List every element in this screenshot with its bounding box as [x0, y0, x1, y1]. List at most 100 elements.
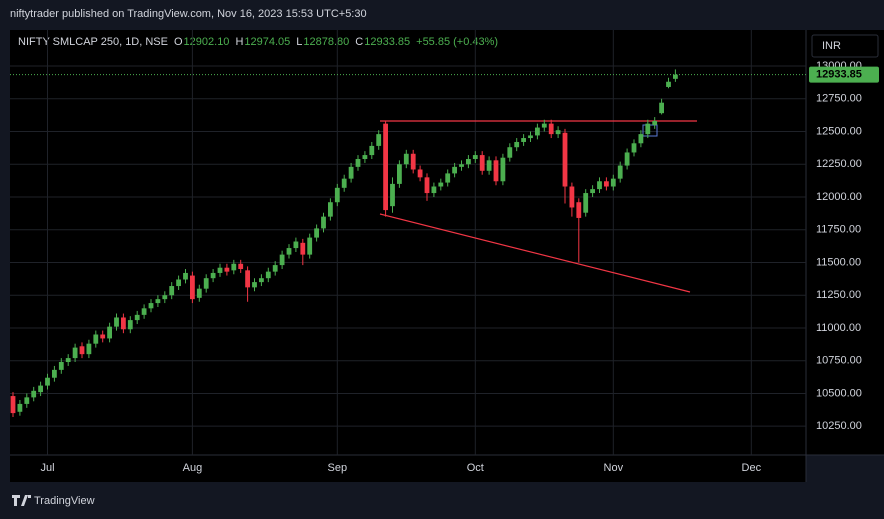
candle-body — [472, 155, 478, 160]
candle-body — [562, 132, 568, 187]
candle-body — [445, 173, 451, 183]
candle-body — [466, 159, 471, 165]
y-tick-label: 10750.00 — [816, 355, 862, 367]
candle-body — [286, 248, 292, 255]
candle-body — [590, 189, 595, 194]
candle-body — [65, 358, 71, 363]
candle-body — [183, 272, 188, 280]
ohlc-key: H — [235, 36, 243, 48]
overlay: 10250.00 10500.00 10750.00 11000.00 11250.00… — [10, 60, 879, 474]
candle-body — [507, 147, 513, 158]
candle-body — [265, 271, 271, 279]
candle-body — [17, 403, 23, 412]
publisher: niftytrader published on TradingView.com… — [10, 8, 367, 20]
x-tick-label: Jul — [40, 462, 54, 474]
ohlc-key: L — [296, 36, 302, 48]
candle-body — [486, 160, 492, 171]
candle-body — [431, 186, 437, 194]
candle-body — [390, 183, 395, 207]
candle-body — [355, 159, 361, 167]
candle-body — [576, 202, 582, 218]
y-tick-label: 10500.00 — [816, 387, 862, 399]
candle-body — [417, 169, 423, 178]
candle-body — [528, 135, 533, 139]
x-tick-label: Nov — [604, 462, 624, 474]
ohlc-key: O — [174, 36, 183, 48]
candle-body — [121, 317, 126, 330]
x-tick-label: Aug — [183, 462, 203, 474]
candle-body — [86, 343, 92, 355]
candle-body — [141, 308, 147, 315]
candle-body — [314, 228, 319, 238]
y-tick-label: 12750.00 — [816, 93, 862, 105]
candle-body — [410, 153, 416, 170]
ohlc-value: 12902.10 — [184, 36, 230, 48]
price-axis — [806, 30, 884, 455]
currency: INR — [822, 40, 841, 52]
candle-body — [10, 396, 16, 414]
logo-icon — [12, 495, 31, 506]
candle-body — [666, 81, 671, 87]
candle-body — [134, 314, 140, 321]
candle-body — [624, 152, 630, 166]
ohlc-value: 12878.80 — [303, 36, 349, 48]
candle-body — [541, 123, 547, 128]
ohlc-value: 12933.85 — [364, 36, 410, 48]
candle-body — [155, 299, 161, 304]
candle-body — [328, 202, 333, 217]
candle-body — [148, 303, 154, 309]
candle-body — [348, 166, 354, 179]
candle-body — [383, 123, 388, 211]
candle-body — [424, 177, 430, 194]
grid — [10, 30, 806, 455]
footer — [0, 482, 884, 519]
y-tick-label: 12250.00 — [816, 158, 862, 170]
plot-area — [10, 30, 806, 455]
candle-body — [617, 165, 623, 179]
candle-body — [245, 270, 250, 288]
candle-body — [514, 141, 520, 148]
candle-body — [217, 267, 223, 273]
candle-body — [438, 182, 444, 187]
candle-body — [127, 320, 133, 330]
candle-body — [403, 153, 409, 165]
candle-body — [24, 397, 30, 404]
ohlc-value: 12974.05 — [244, 36, 290, 48]
candle-body — [631, 143, 637, 153]
candle-body — [203, 278, 209, 289]
candle-body — [369, 145, 375, 156]
candle-body — [548, 123, 554, 135]
y-tick-label: 10250.00 — [816, 420, 862, 432]
candle-body — [397, 164, 402, 184]
ohlc-legend: O 12902.10 H 12974.05 L 12878.80 C 12933.85 +55.… — [174, 36, 498, 48]
candle-body — [610, 178, 616, 187]
time-axis — [10, 455, 806, 482]
candle-body — [279, 254, 285, 266]
candle-body — [479, 155, 485, 171]
candle-body — [238, 263, 244, 270]
candle-body — [169, 286, 175, 296]
candle-body — [555, 130, 561, 135]
tv-logo — [12, 495, 31, 506]
candle-body — [583, 193, 589, 213]
candle-body — [459, 164, 464, 167]
x-tick-label: Oct — [467, 462, 484, 474]
candle-body — [597, 181, 602, 190]
candle-body — [673, 74, 678, 79]
candle-body — [307, 237, 313, 255]
y-tick-label: 11000.00 — [816, 322, 861, 334]
candle-body — [58, 362, 64, 370]
candle-body — [569, 186, 575, 208]
candle-body — [100, 334, 106, 339]
candle-body — [362, 155, 368, 160]
candle-body — [72, 347, 78, 359]
last-price-box — [809, 66, 879, 83]
footer-brand: TradingView — [34, 495, 95, 507]
candle-body — [162, 295, 168, 300]
candle-body — [321, 216, 326, 229]
y-tick-label: 12000.00 — [816, 191, 862, 203]
candle-body — [196, 288, 202, 298]
currency-box — [811, 34, 879, 58]
